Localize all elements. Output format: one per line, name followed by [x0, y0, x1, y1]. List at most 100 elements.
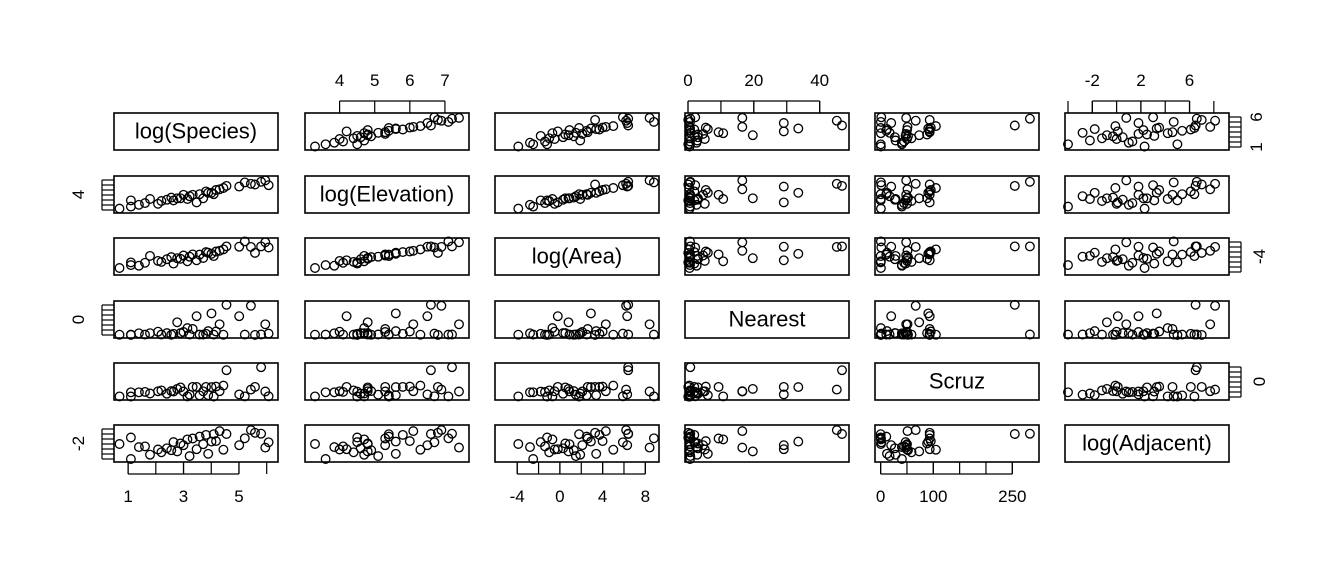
data-point	[432, 247, 443, 258]
data-point	[778, 118, 789, 128]
data-point	[454, 442, 464, 453]
data-point	[690, 391, 701, 402]
data-point	[187, 189, 198, 200]
data-point	[930, 444, 941, 455]
tick-label: 20	[744, 71, 763, 90]
data-point	[542, 432, 553, 443]
data-point	[329, 328, 340, 339]
data-point	[581, 189, 592, 200]
data-point	[1142, 193, 1152, 204]
data-point	[778, 241, 789, 252]
data-point	[234, 311, 245, 322]
data-point	[692, 449, 703, 460]
panel-frame	[113, 362, 279, 401]
data-point	[1167, 324, 1178, 334]
data-point	[1111, 386, 1122, 397]
data-point	[644, 319, 655, 330]
data-point	[542, 391, 553, 402]
data-point	[415, 380, 426, 391]
data-point	[125, 257, 136, 268]
data-point	[172, 253, 183, 264]
data-point	[362, 329, 373, 340]
data-point	[175, 193, 186, 204]
data-point	[161, 443, 172, 454]
data-point	[1117, 328, 1128, 339]
data-point	[901, 319, 912, 330]
tick-label: 3	[179, 487, 188, 506]
data-point	[875, 256, 886, 267]
data-point	[1205, 121, 1216, 132]
data-point	[574, 329, 585, 340]
tick-label: 4	[335, 71, 344, 90]
data-point	[608, 329, 619, 340]
data-point	[623, 329, 634, 340]
data-point	[924, 329, 935, 340]
data-point	[902, 125, 912, 136]
data-point	[875, 203, 886, 214]
data-point	[644, 112, 655, 123]
data-point	[1101, 253, 1112, 264]
data-point	[1167, 381, 1178, 392]
data-point	[900, 195, 911, 206]
tick-label: 250	[998, 487, 1026, 506]
data-point	[211, 185, 221, 195]
data-point	[747, 383, 758, 394]
data-point	[713, 433, 724, 444]
data-point	[837, 120, 847, 131]
data-point	[1133, 311, 1144, 322]
data-point	[590, 179, 601, 190]
data-point	[876, 180, 887, 191]
data-point	[1191, 113, 1202, 124]
panel-nearest-vs-log-area	[494, 299, 660, 340]
data-point	[425, 429, 436, 439]
data-point	[747, 253, 758, 264]
data-point	[373, 251, 384, 262]
data-point	[702, 247, 713, 258]
data-point	[191, 255, 202, 266]
data-point	[182, 323, 193, 334]
data-point	[623, 362, 634, 373]
data-point	[198, 193, 209, 204]
panel-frame	[113, 237, 279, 276]
data-point	[513, 203, 524, 214]
data-point	[1162, 323, 1173, 334]
data-point	[1172, 329, 1183, 340]
panel-scruz-vs-log-adjacent	[1063, 362, 1230, 402]
data-point	[1110, 329, 1121, 340]
data-point	[239, 391, 250, 402]
data-point	[447, 113, 457, 124]
data-point	[114, 391, 125, 402]
data-point	[140, 386, 150, 397]
panel-nearest-vs-log-elevation	[304, 299, 470, 340]
data-point	[564, 193, 575, 204]
data-point	[408, 121, 419, 132]
data-point	[513, 329, 524, 340]
data-point	[525, 328, 535, 339]
data-point	[547, 323, 558, 334]
data-point	[1168, 236, 1179, 247]
data-point	[1024, 113, 1035, 124]
data-point	[454, 319, 464, 330]
data-point	[692, 129, 703, 140]
tick-label: -2	[1085, 71, 1100, 90]
data-point	[373, 389, 384, 400]
data-point	[156, 385, 167, 396]
data-point	[203, 390, 214, 401]
data-point	[334, 386, 345, 397]
data-point	[1084, 135, 1095, 146]
data-point	[352, 130, 363, 141]
data-point	[831, 115, 842, 126]
data-point	[574, 391, 585, 402]
panel-log-area-vs-log-adjacent	[1063, 236, 1230, 276]
data-point	[875, 116, 886, 127]
data-point	[234, 440, 245, 451]
panel-frame	[684, 112, 850, 151]
data-point	[600, 386, 611, 397]
data-point	[206, 436, 217, 447]
data-point	[702, 187, 713, 198]
data-point	[436, 300, 447, 311]
data-point	[1191, 329, 1202, 340]
data-point	[901, 237, 912, 248]
data-point	[1177, 125, 1188, 136]
data-point	[925, 246, 936, 257]
